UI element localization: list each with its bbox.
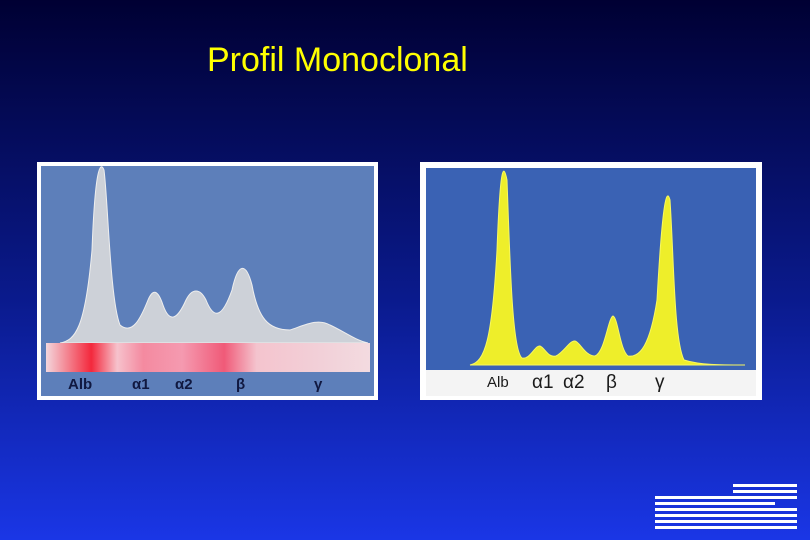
- label-strip: [426, 370, 756, 396]
- fraction-label: γ: [655, 372, 665, 393]
- fraction-label: α2: [175, 376, 193, 393]
- densitogram: [59, 166, 369, 344]
- densitogram: [469, 170, 746, 366]
- fraction-label: α2: [563, 372, 585, 393]
- fraction-label: β: [606, 372, 617, 393]
- panel-plot: [426, 168, 756, 370]
- fraction-label: α1: [532, 372, 554, 393]
- fraction-label: Alb: [487, 374, 509, 391]
- slide-title: Profil Monoclonal: [207, 41, 468, 79]
- fraction-label: Alb: [68, 376, 92, 393]
- fraction-label: α1: [132, 376, 150, 393]
- electrophoresis-band: [46, 343, 370, 372]
- panel-right: Alb α1 α2 β γ: [420, 162, 762, 400]
- fraction-label: γ: [314, 376, 323, 393]
- fraction-label: β: [236, 376, 245, 393]
- logo: [655, 484, 797, 529]
- panel-left: Alb α1 α2 β γ: [37, 162, 378, 400]
